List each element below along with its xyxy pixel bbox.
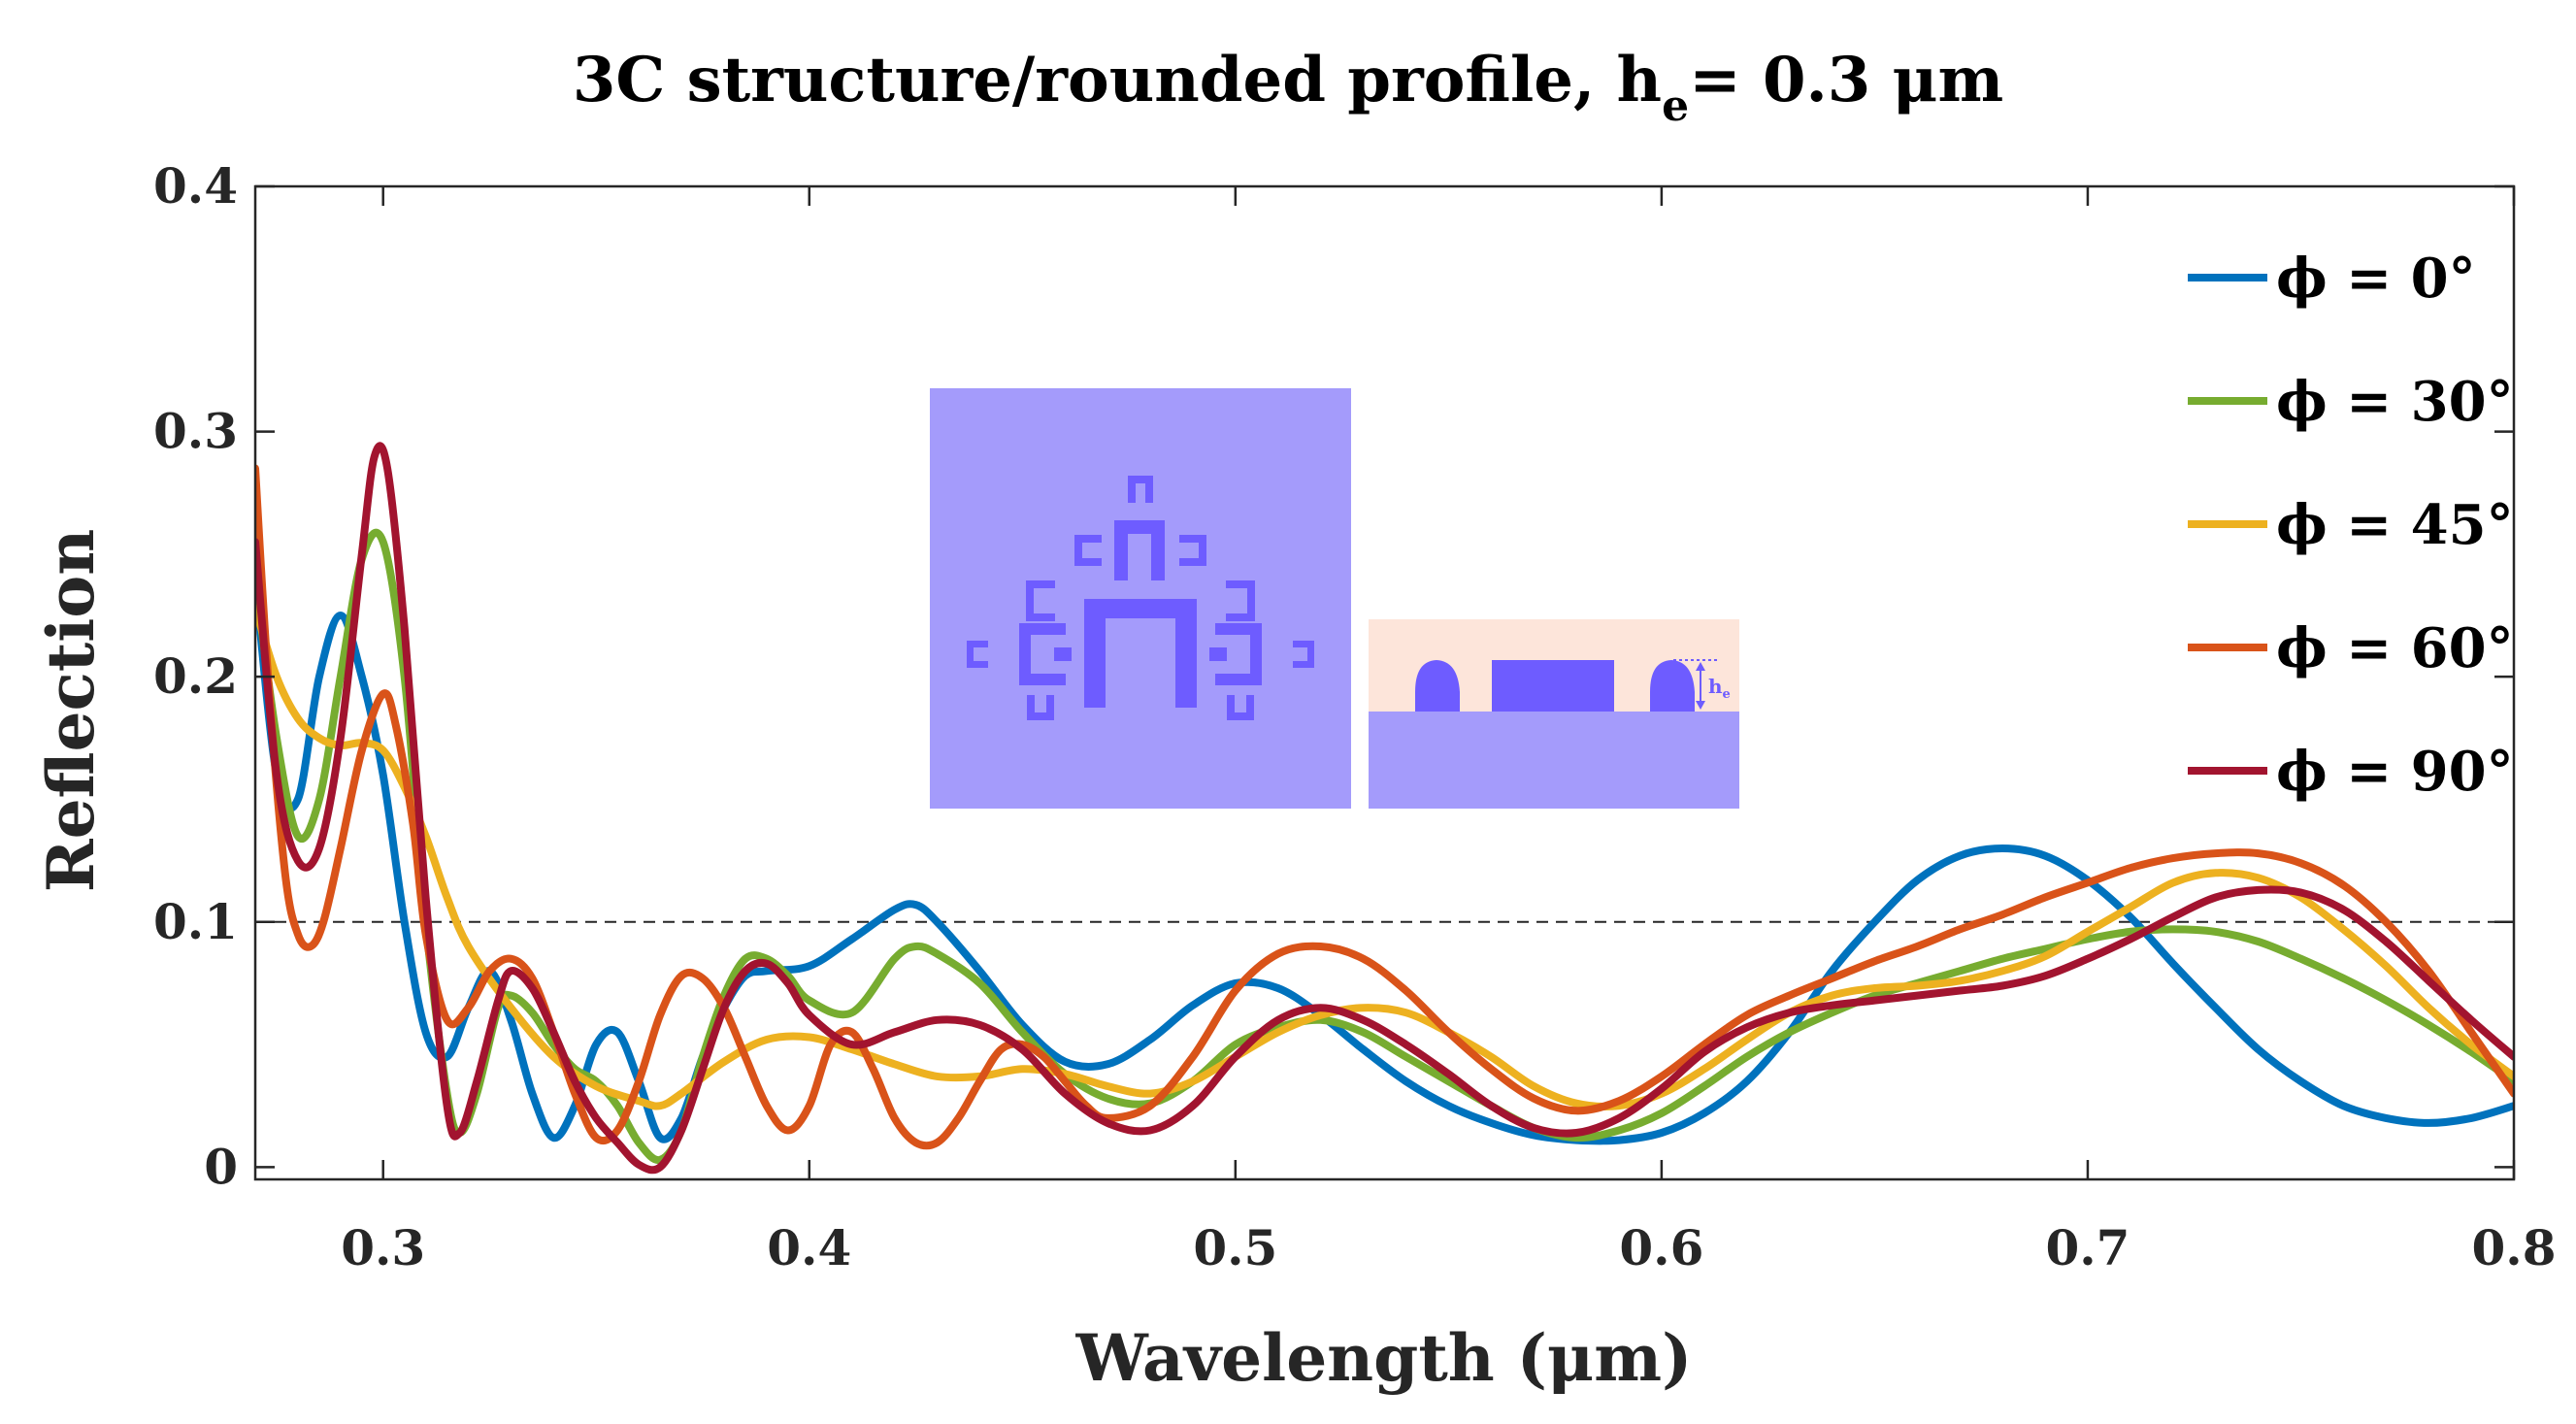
y-tick-label: 0 xyxy=(204,1138,238,1195)
x-tick-label: 0.3 xyxy=(341,1219,425,1276)
inset-small-top-pi-shape xyxy=(1128,476,1153,503)
x-tick-label: 0.4 xyxy=(767,1219,851,1276)
inset-rounded-element-left xyxy=(1415,660,1460,712)
inset-top-view xyxy=(930,388,1351,809)
axes-box xyxy=(253,184,2516,1181)
y-tick-label: 0.3 xyxy=(153,403,238,460)
plot-area: he 0.3 0.4 0.5 0.6 0.7 0.8 0 0.1 0.2 0.3 0.4 xyxy=(153,157,2557,1276)
tick-layer: 0.3 0.4 0.5 0.6 0.7 0.8 0 0.1 0.2 0.3 0.4 xyxy=(153,157,2557,1276)
inset-height-label-h: h xyxy=(1708,675,1723,698)
inset-far-left-bracket xyxy=(967,641,988,668)
x-tick-label: 0.8 xyxy=(2472,1219,2557,1276)
series-layer xyxy=(255,442,2514,1175)
inset-height-arrow-head-bottom xyxy=(1696,701,1705,710)
legend: ϕ = 0° ϕ = 30° ϕ = 45° ϕ = 60° ϕ = 90° xyxy=(2188,247,2514,804)
chart-title-subscript: e xyxy=(1662,82,1689,131)
inset-left-middle-bracket xyxy=(1026,580,1055,621)
chart-title-main: 3C structure/rounded profile, h xyxy=(573,44,1662,116)
legend-label-3: ϕ = 45° xyxy=(2276,493,2514,557)
inset-left-crossbar xyxy=(1054,647,1072,661)
inset-central-pi-shape xyxy=(1084,599,1197,708)
inset-right-middle-bracket xyxy=(1226,580,1255,621)
inset-height-arrow-head-top xyxy=(1696,662,1705,671)
x-tick-label: 0.5 xyxy=(1193,1219,1277,1276)
inset-rectangular-element xyxy=(1492,660,1614,712)
legend-label-5: ϕ = 90° xyxy=(2276,740,2514,804)
x-tick-label: 0.6 xyxy=(1619,1219,1703,1276)
legend-label-2: ϕ = 30° xyxy=(2276,370,2514,434)
y-tick-label: 0.1 xyxy=(153,893,238,950)
chart-title-suffix: = 0.3 μm xyxy=(1689,44,2003,116)
inset-far-right-bracket xyxy=(1293,641,1314,668)
inset-upper-pi-shape xyxy=(1114,520,1165,580)
inset-lower-right-u xyxy=(1227,695,1254,720)
x-tick-label: 0.7 xyxy=(2045,1219,2130,1276)
series-line-5 xyxy=(255,442,2514,1175)
inset-right-crossbar xyxy=(1209,647,1227,661)
chart-title: 3C structure/rounded profile, he= 0.3 μm xyxy=(573,44,2003,131)
legend-label-1: ϕ = 0° xyxy=(2276,247,2476,311)
inset-left-upper-bracket xyxy=(1074,535,1102,566)
x-axis-label: Wavelength (μm) xyxy=(1075,1320,1693,1396)
y-tick-label: 0.2 xyxy=(153,647,238,705)
inset-right-upper-bracket xyxy=(1179,535,1206,566)
inset-cross-section: he xyxy=(1369,619,1739,809)
inset-right-big-bracket xyxy=(1215,623,1262,685)
series-line-4 xyxy=(255,464,2514,1150)
inset-height-label: he xyxy=(1708,675,1731,702)
y-axis-label: Reflection xyxy=(33,529,109,893)
legend-label-4: ϕ = 60° xyxy=(2276,616,2514,680)
inset-height-label-sub: e xyxy=(1723,687,1731,702)
inset-left-big-bracket xyxy=(1019,623,1066,685)
inset-top-view-background xyxy=(930,388,1351,809)
inset-lower-left-u xyxy=(1027,695,1054,720)
inset-cross-section-substrate xyxy=(1369,712,1739,809)
inset-rounded-element-right xyxy=(1650,660,1695,712)
y-tick-label: 0.4 xyxy=(153,157,238,215)
series-line-1 xyxy=(255,575,2514,1145)
